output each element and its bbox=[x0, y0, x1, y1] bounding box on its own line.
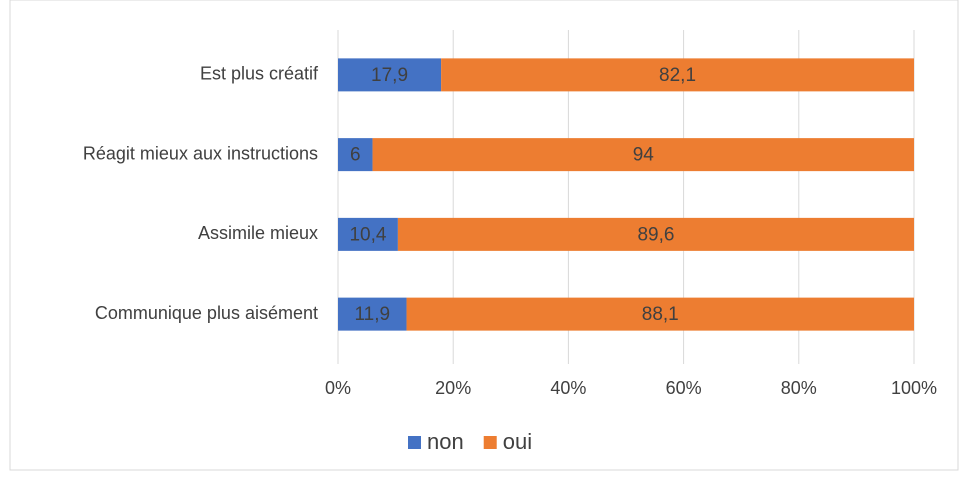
bar-segment bbox=[372, 138, 914, 172]
x-tick-label: 40% bbox=[550, 378, 586, 398]
legend-label: oui bbox=[503, 429, 532, 454]
x-tick-label: 0% bbox=[325, 378, 351, 398]
bar-segment bbox=[406, 297, 914, 331]
y-tick-label: Réagit mieux aux instructions bbox=[83, 143, 318, 163]
bar-segment bbox=[397, 217, 914, 251]
data-label: 10,4 bbox=[349, 224, 386, 245]
y-tick-label: Est plus créatif bbox=[200, 64, 319, 84]
x-tick-label: 100% bbox=[891, 378, 937, 398]
x-tick-label: 20% bbox=[435, 378, 471, 398]
chart-frame bbox=[9, 0, 959, 471]
bar-segment bbox=[338, 217, 398, 251]
legend-label: non bbox=[427, 429, 464, 454]
x-tick-label: 80% bbox=[781, 378, 817, 398]
data-label: 11,9 bbox=[354, 304, 390, 325]
y-tick-label: Communique plus aisément bbox=[95, 303, 318, 323]
legend-swatch bbox=[483, 436, 497, 449]
bar-segment bbox=[338, 138, 373, 172]
data-label: 88,1 bbox=[642, 304, 679, 325]
bar-segment bbox=[338, 297, 407, 331]
x-tick-label: 60% bbox=[666, 378, 702, 398]
data-label: 17,9 bbox=[371, 65, 408, 86]
data-label: 82,1 bbox=[659, 65, 696, 86]
bar-segment bbox=[338, 58, 442, 92]
data-label: 6 bbox=[350, 145, 361, 166]
y-tick-label: Assimile mieux bbox=[198, 223, 318, 243]
bar-segment bbox=[441, 58, 914, 92]
data-label: 94 bbox=[633, 145, 655, 166]
data-label: 89,6 bbox=[637, 224, 674, 245]
legend-swatch bbox=[408, 436, 421, 449]
